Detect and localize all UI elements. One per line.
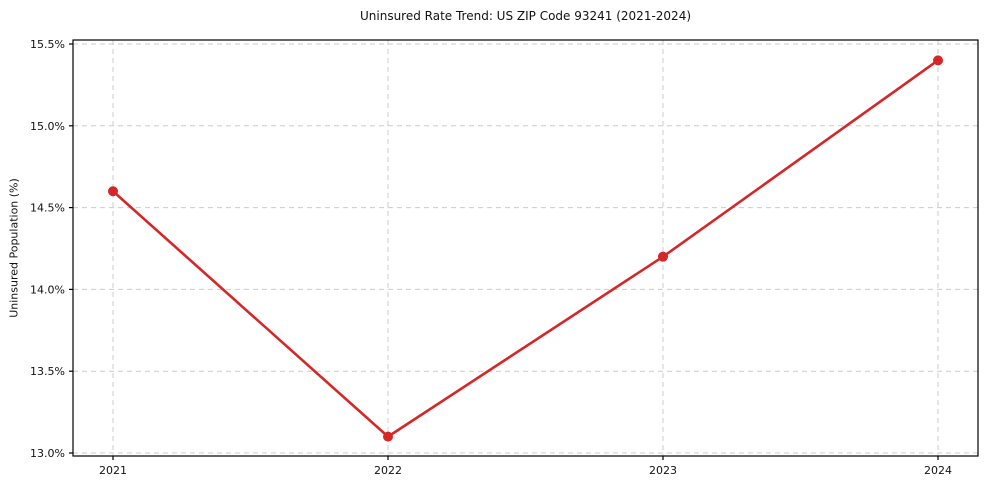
x-tick-label-2024: 2024 [924,464,952,477]
x-tick-label-2022: 2022 [374,464,402,477]
y-tick-label-15.0%: 15.0% [30,120,65,133]
x-tick-label-2023: 2023 [649,464,677,477]
data-point-2021 [108,186,118,197]
y-tick-label-15.5%: 15.5% [30,38,65,51]
axes-spines [72,39,979,457]
y-tick-label-13.0%: 13.0% [30,447,65,460]
y-tick-label-13.5%: 13.5% [30,365,65,378]
x-tick-label-2021: 2021 [99,464,127,477]
y-tick-label-14.5%: 14.5% [30,202,65,215]
data-line [111,59,940,438]
data-point-2022 [383,431,393,442]
chart-title: Uninsured Rate Trend: US ZIP Code 93241 … [359,9,692,23]
data-point-2024 [933,55,943,66]
y-tick-label-14.0%: 14.0% [30,283,65,296]
data-point-2023 [658,251,668,262]
